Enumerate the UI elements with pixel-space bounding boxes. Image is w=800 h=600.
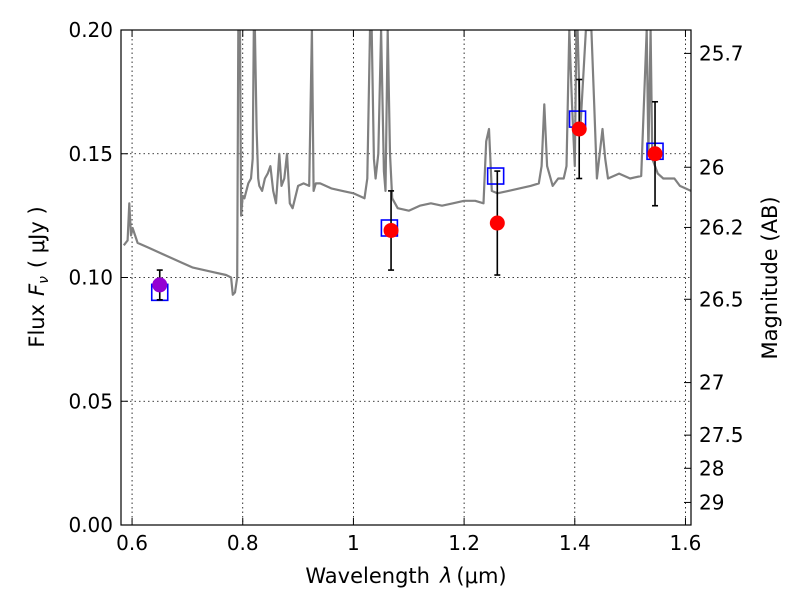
model-square-marker [486,167,505,185]
y-tick-label: 0.05 [68,389,113,413]
tick-layer: 0.6 0.8 1 1.2 1.4 1.6 0.00 0.05 0.10 0.15 0.20 25.7… [68,18,743,555]
y2-tick-label: 26 [699,155,724,179]
x-tick-label: 0.6 [116,531,148,555]
y2-tick-label: 27.5 [699,423,744,447]
y-axis-label: FluxFν( μJy ) [25,206,52,347]
y2-tick-label: 29 [699,490,724,514]
x-tick-label: 1.4 [559,531,591,555]
grid-layer [121,30,691,525]
observed-point [489,215,505,231]
x-tick-label: 0.8 [227,531,259,555]
y2-axis-label: Magnitude (AB) [758,196,782,359]
y-tick-label: 0.20 [68,18,113,42]
x-axis-label: Wavelength λ (μm) [305,564,506,588]
observed-point [571,121,587,137]
y2-tick-label: 26.5 [699,287,744,311]
x-tick-label: 1.6 [670,531,702,555]
observed-point [647,146,663,162]
data-layer [122,30,691,296]
y2-tick-label: 26.2 [699,215,744,239]
x-tick-label: 1.2 [448,531,480,555]
observed-point [152,277,168,293]
errorbar-layer [150,78,664,302]
observed-point [383,222,399,238]
x-tick-label: 1 [347,531,360,555]
y2-tick-label: 27 [699,371,724,395]
spectrum-line [122,30,691,296]
y-tick-label: 0.00 [68,513,113,537]
y-tick-label: 0.10 [68,266,113,290]
y2-tick-label: 25.7 [699,41,744,65]
y-tick-label: 0.15 [68,142,113,166]
y2-tick-label: 28 [699,456,724,480]
